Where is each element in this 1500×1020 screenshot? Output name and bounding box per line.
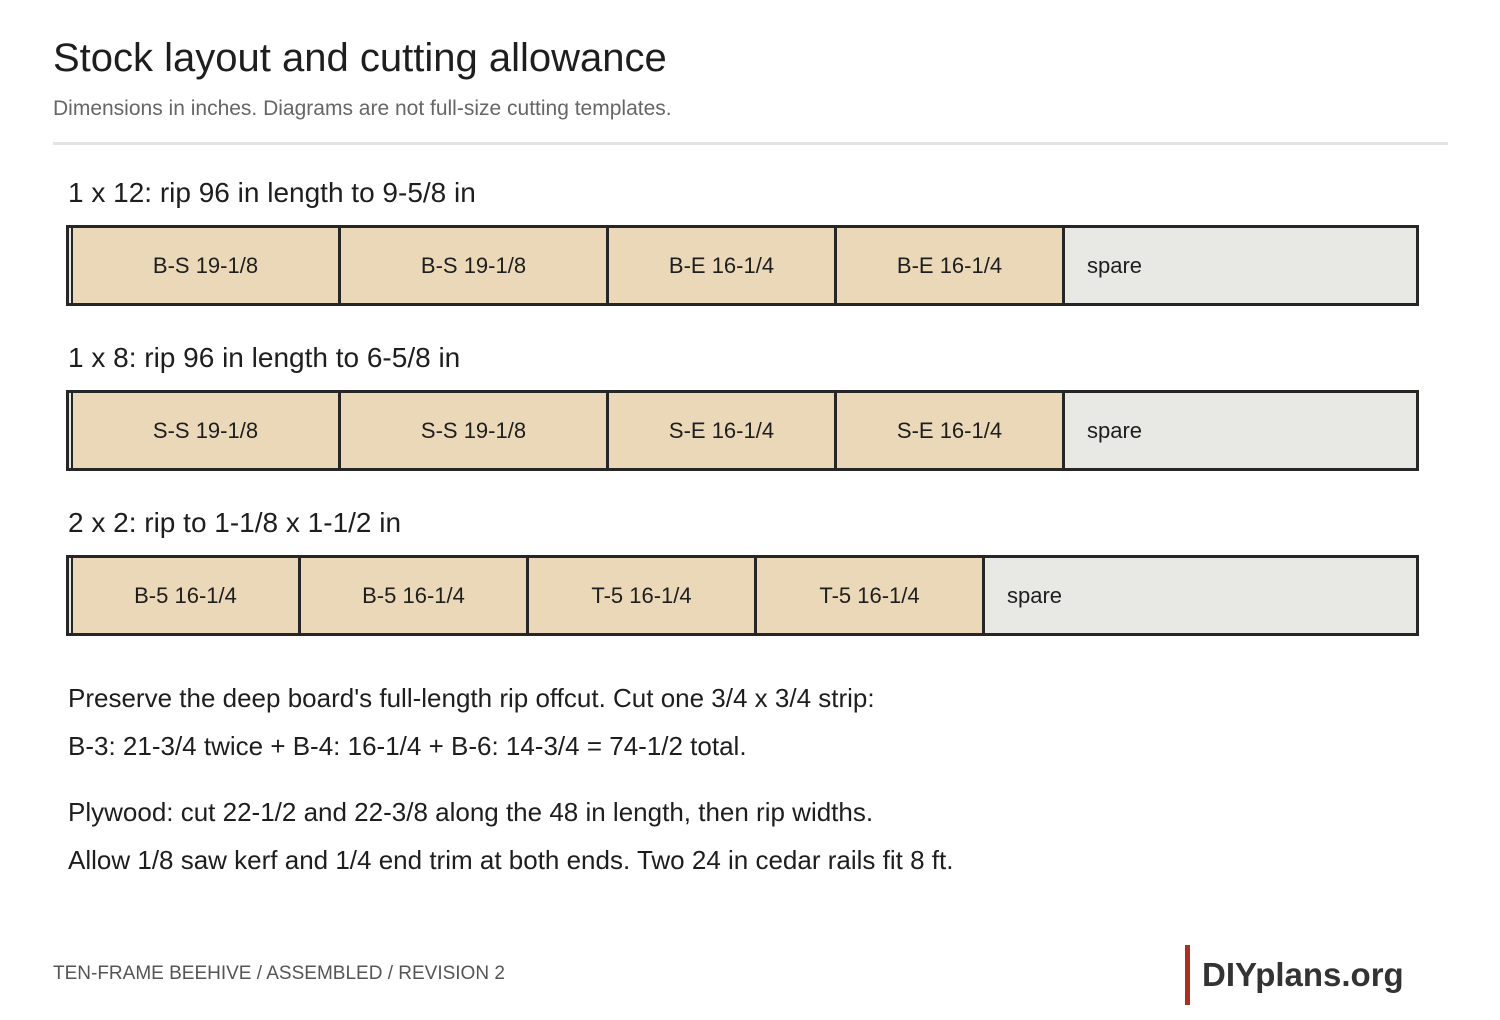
board-piece: S-S 19-1/8 — [341, 393, 609, 468]
plywood-note: Plywood: cut 22-1/2 and 22-3/8 along the… — [68, 797, 874, 827]
page-subtitle: Dimensions in inches. Diagrams are not f… — [53, 97, 672, 120]
board-piece: B-E 16-1/4 — [837, 228, 1065, 303]
footer-caption: TEN-FRAME BEEHIVE / ASSEMBLED / REVISION… — [53, 963, 505, 984]
spare-section: spare — [1007, 582, 1063, 608]
board-heading: 1 x 12: rip 96 in length to 9-5/8 in — [68, 177, 476, 208]
board-piece: S-E 16-1/4 — [609, 393, 837, 468]
board-piece: S-S 19-1/8 — [73, 393, 341, 468]
site-logo[interactable]: DIYplans.org — [1185, 945, 1404, 1005]
kerf-allowance-note: Allow 1/8 saw kerf and 1/4 end trim at b… — [68, 845, 954, 875]
header-divider — [53, 142, 1448, 145]
board-piece: B-S 19-1/8 — [341, 228, 609, 303]
board-piece: B-E 16-1/4 — [609, 228, 837, 303]
spare-section: spare — [1087, 417, 1143, 443]
board-heading: 2 x 2: rip to 1-1/8 x 1-1/2 in — [68, 507, 402, 538]
offcut-note: Preserve the deep board's full-length ri… — [68, 683, 875, 713]
board-piece: B-5 16-1/4 — [73, 558, 301, 633]
board-piece: T-5 16-1/4 — [757, 558, 985, 633]
board-piece: B-5 16-1/4 — [301, 558, 529, 633]
board-strip: B-S 19-1/8 B-S 19-1/8 B-E 16-1/4 B-E 16-1/4… — [66, 225, 1419, 306]
board-strip: S-S 19-1/8 S-S 19-1/8 S-E 16-1/4 S-E 16-1/4… — [66, 390, 1419, 471]
board-piece: T-5 16-1/4 — [529, 558, 757, 633]
board-piece: S-E 16-1/4 — [837, 393, 1065, 468]
strip-breakdown-note: B-3: 21-3/4 twice + B-4: 16-1/4 + B-6: 1… — [68, 731, 747, 761]
spare-section: spare — [1087, 252, 1143, 278]
board-piece: B-S 19-1/8 — [73, 228, 341, 303]
board-strip: B-5 16-1/4 B-5 16-1/4 T-5 16-1/4 T-5 16-1/4… — [66, 555, 1419, 636]
board-heading: 1 x 8: rip 96 in length to 6-5/8 in — [68, 342, 461, 373]
page-title: Stock layout and cutting allowance — [53, 36, 667, 80]
